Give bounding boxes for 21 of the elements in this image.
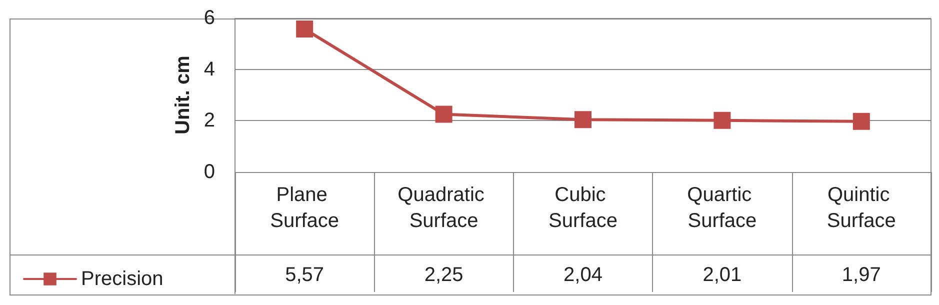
point bbox=[852, 112, 870, 130]
y-axis-title: Unit. cm bbox=[172, 56, 194, 134]
x-tick-label: Quartic Surface bbox=[687, 184, 758, 232]
data-label: 2,04 bbox=[564, 264, 602, 286]
y-tick-label: 6 bbox=[204, 7, 215, 29]
data-label: 2,25 bbox=[424, 264, 464, 286]
point bbox=[435, 106, 452, 123]
x-tick-label: Plane Surface bbox=[270, 184, 340, 232]
data-label: 1,97 bbox=[842, 264, 881, 286]
x-tick-label: Cubic Surface bbox=[548, 184, 618, 232]
x-tick-label: Quadratic Surface bbox=[398, 184, 490, 232]
y-tick-label: 4 bbox=[204, 58, 215, 80]
y-tick-label: 0 bbox=[204, 161, 215, 183]
y-tick-label: 2 bbox=[204, 110, 215, 132]
legend-label: Precision bbox=[81, 268, 164, 290]
point bbox=[574, 111, 592, 128]
x-tick-label: Quintic Surface bbox=[826, 184, 896, 232]
data-label: 5,57 bbox=[285, 264, 324, 286]
point bbox=[714, 112, 731, 129]
data-label: 2,01 bbox=[702, 264, 742, 286]
point bbox=[296, 20, 314, 38]
